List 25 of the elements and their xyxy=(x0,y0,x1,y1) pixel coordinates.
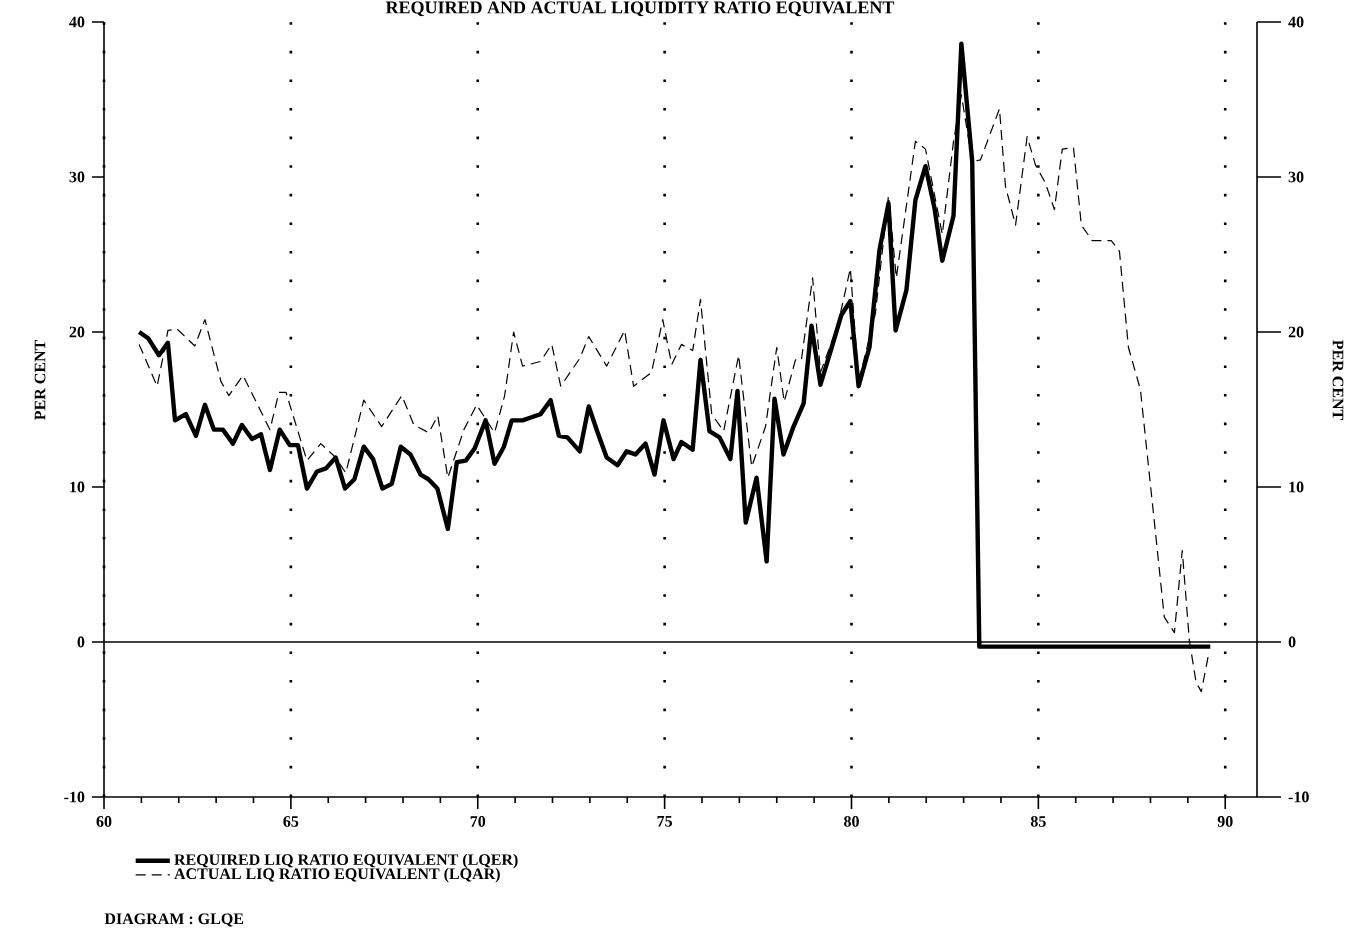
x-tick-label: 85 xyxy=(1030,816,1046,827)
x-tick-label: 75 xyxy=(657,816,673,827)
y2-tick-label: 40 xyxy=(1288,16,1304,28)
y-tick-label: 40 xyxy=(69,16,85,28)
y-tick-label: 10 xyxy=(70,481,85,493)
y2-tick-label: 10 xyxy=(1289,481,1304,493)
y2-tick-label: 0 xyxy=(1288,636,1296,648)
chart-title: REQUIRED AND ACTUAL LIQUIDITY RATIO EQUIVALENT xyxy=(385,1,895,17)
y2-tick-label: 30 xyxy=(1288,171,1304,183)
x-tick-label: 70 xyxy=(470,816,486,827)
x-tick-label: 60 xyxy=(96,816,112,827)
y2-tick-label: 20 xyxy=(1288,326,1304,338)
x-tick-label: 80 xyxy=(844,816,859,827)
legend-label: REQUIRED LIQ RATIO EQUIVALENT (LQER) xyxy=(174,853,518,869)
y-tick-label: 30 xyxy=(69,171,85,183)
y-tick-label: -10 xyxy=(64,791,85,803)
y-tick-label: 0 xyxy=(77,636,85,648)
y2-axis-title: PER CENT xyxy=(1332,340,1344,420)
legend-label: ACTUAL LIQ RATIO EQUIVALENT (LQAR) xyxy=(174,867,500,883)
y-tick-label: 20 xyxy=(69,326,85,338)
y2-tick-label: -10 xyxy=(1288,791,1309,803)
y-axis-title: PER CENT xyxy=(34,340,46,420)
x-tick-label: 65 xyxy=(283,816,299,827)
x-tick-label: 90 xyxy=(1217,816,1233,827)
text: DIAGRAM : GLQE xyxy=(104,913,244,927)
